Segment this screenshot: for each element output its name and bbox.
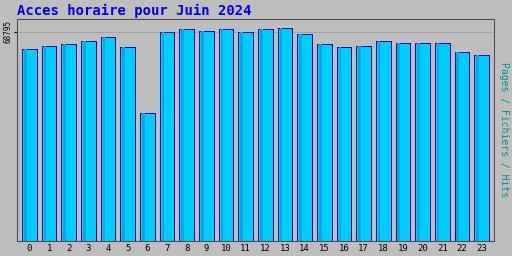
Bar <box>219 29 233 241</box>
Bar <box>120 47 135 241</box>
Bar <box>221 29 223 241</box>
Bar <box>415 43 430 241</box>
Bar <box>376 41 391 241</box>
Bar <box>44 46 46 241</box>
Bar <box>435 43 450 241</box>
Bar <box>102 37 105 241</box>
Bar <box>81 41 96 241</box>
Bar <box>160 32 175 241</box>
Bar <box>319 44 322 241</box>
Bar <box>181 29 184 241</box>
Bar <box>437 43 439 241</box>
Y-axis label: Pages / Fichiers / Hits: Pages / Fichiers / Hits <box>499 62 508 197</box>
Bar <box>22 49 37 241</box>
Bar <box>396 43 410 241</box>
Bar <box>457 52 459 241</box>
Bar <box>474 55 489 241</box>
Bar <box>83 41 86 241</box>
Bar <box>455 52 470 241</box>
Bar <box>338 47 341 241</box>
Bar <box>162 32 164 241</box>
Bar <box>317 44 332 241</box>
Bar <box>336 47 351 241</box>
Bar <box>24 49 27 241</box>
Bar <box>258 29 273 241</box>
Bar <box>356 46 371 241</box>
Text: Acces horaire pour Juin 2024: Acces horaire pour Juin 2024 <box>16 4 251 18</box>
Bar <box>122 47 125 241</box>
Bar <box>41 46 56 241</box>
Bar <box>299 34 302 241</box>
Bar <box>240 32 243 241</box>
Bar <box>358 46 361 241</box>
Bar <box>297 34 312 241</box>
Bar <box>140 113 155 241</box>
Bar <box>201 31 204 241</box>
Bar <box>179 29 194 241</box>
Bar <box>417 43 420 241</box>
Bar <box>476 55 479 241</box>
Bar <box>278 28 292 241</box>
Bar <box>199 31 214 241</box>
Bar <box>260 29 263 241</box>
Bar <box>378 41 380 241</box>
Bar <box>397 43 400 241</box>
Bar <box>101 37 115 241</box>
Bar <box>63 44 66 241</box>
Bar <box>280 28 282 241</box>
Bar <box>238 32 253 241</box>
Bar <box>142 113 144 241</box>
Bar <box>61 44 76 241</box>
